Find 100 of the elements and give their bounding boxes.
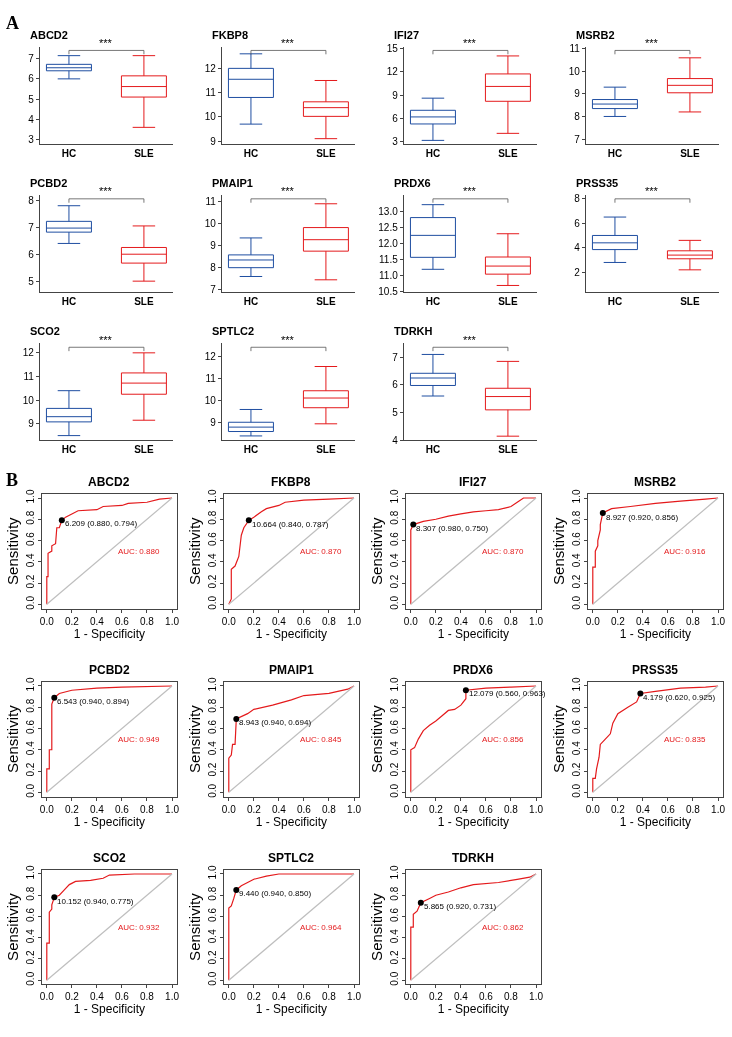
y-tick-label: 12.5: [378, 221, 399, 233]
y-tick-label: 9: [28, 418, 35, 430]
chart-title: PCBD2: [30, 177, 68, 189]
y-axis-title: Sensitivity: [550, 516, 568, 585]
x-tick-label: 0.8: [140, 803, 155, 815]
y-tick-label: 11: [205, 87, 217, 99]
annotation: 10.664 (0.840, 0.787): [252, 520, 329, 529]
x-tick-label: 0.2: [64, 991, 80, 1003]
y-tick-label: 4: [28, 113, 35, 125]
y-tick-label: 0.6: [24, 719, 36, 734]
annotation: 6.543 (0.940, 0.894): [57, 697, 130, 706]
y-axis-title: Sensitivity: [550, 704, 568, 773]
x-tick-label: 0.6: [478, 991, 494, 1003]
x-tick-label: 0.6: [114, 803, 130, 815]
x-tick-label: HC: [61, 295, 77, 307]
x-axis-title: 1 - Specificity: [619, 626, 692, 641]
chart-title: MSRB2: [576, 29, 615, 41]
y-tick-label: 6: [28, 73, 35, 85]
x-tick-label: SLE: [498, 147, 518, 159]
x-tick-label: HC: [425, 147, 441, 159]
y-tick-label: 8: [28, 194, 35, 206]
y-tick-label: 0.4: [388, 552, 400, 568]
chart-title: SPTLC2: [268, 851, 315, 865]
x-tick-label: 0.8: [504, 615, 519, 627]
y-tick-label: 0.2: [24, 574, 36, 589]
x-tick-label: 1.0: [347, 803, 362, 815]
y-tick-label: 11: [23, 370, 35, 382]
y-tick-label: 10: [204, 111, 217, 123]
y-tick-label: 0.4: [570, 552, 582, 568]
x-tick-label: HC: [607, 147, 623, 159]
x-tick-label: 0.2: [64, 615, 80, 627]
x-tick-label: 0.4: [271, 803, 287, 815]
y-tick-label: 7: [28, 53, 35, 65]
y-tick-label: 0.8: [24, 510, 36, 525]
x-tick-label: 0.4: [453, 615, 469, 627]
line-series: [592, 497, 719, 605]
annotation: 10.152 (0.940, 0.775): [57, 897, 134, 906]
line-series: [46, 497, 173, 605]
y-tick-label: 1.0: [206, 489, 218, 504]
annotation: 8.307 (0.980, 0.750): [416, 524, 489, 533]
x-tick-label: 0.4: [89, 615, 105, 627]
x-tick-label: SLE: [316, 147, 336, 159]
y-tick-label: 11: [569, 43, 581, 55]
y-tick-label: 9: [210, 135, 217, 147]
annotation: ***: [281, 185, 295, 197]
x-axis-title: 1 - Specificity: [255, 1002, 328, 1017]
y-tick-label: 0.0: [388, 783, 400, 798]
y-tick-label: 0.4: [206, 552, 218, 568]
annotation: ***: [281, 37, 295, 49]
y-tick-label: 12: [386, 66, 399, 78]
y-tick-label: 0.8: [570, 698, 582, 713]
x-tick-label: 1.0: [165, 615, 180, 627]
line-series: [46, 685, 173, 793]
x-tick-label: SLE: [316, 295, 336, 307]
x-tick-label: 1.0: [529, 991, 544, 1003]
x-tick-label: 0.2: [246, 615, 262, 627]
y-tick-label: 5: [28, 275, 35, 287]
x-tick-label: 1.0: [529, 803, 544, 815]
chart-title: SCO2: [30, 325, 60, 337]
x-tick-label: 0.6: [660, 803, 676, 815]
y-tick-label: 7: [210, 284, 217, 296]
x-tick-label: 0.6: [114, 991, 130, 1003]
chart-title: FKBP8: [271, 475, 311, 489]
x-tick-label: 0.0: [221, 615, 237, 627]
chart-title: SPTLC2: [212, 325, 255, 337]
y-tick-label: 0.2: [570, 762, 582, 777]
y-tick-label: 0.8: [388, 698, 400, 713]
x-tick-label: 0.8: [140, 615, 155, 627]
y-tick-label: 0.0: [570, 783, 582, 798]
annotation: AUC: 0.870: [300, 547, 342, 556]
x-tick-label: 0.4: [453, 991, 469, 1003]
x-tick-label: 0.4: [89, 991, 105, 1003]
line-series: [228, 873, 355, 981]
y-tick-label: 7: [28, 221, 35, 233]
y-tick-label: 0.6: [388, 719, 400, 734]
y-tick-label: 8: [210, 262, 217, 274]
chart-title: PCBD2: [89, 663, 130, 677]
y-tick-label: 0.0: [206, 595, 218, 610]
x-tick-label: 0.8: [686, 615, 701, 627]
annotation: AUC: 0.862: [482, 923, 524, 932]
x-tick-label: 0.0: [39, 991, 55, 1003]
chart-title: ABCD2: [30, 29, 68, 41]
x-tick-label: SLE: [680, 147, 700, 159]
y-tick-label: 13.0: [378, 205, 399, 217]
y-tick-label: 0.6: [206, 719, 218, 734]
chart-title: PRDX6: [394, 177, 431, 189]
y-tick-label: 5: [392, 407, 399, 419]
x-tick-label: 0.0: [403, 615, 419, 627]
x-tick-label: 0.0: [39, 803, 55, 815]
x-tick-label: 0.4: [271, 991, 287, 1003]
x-tick-label: 0.6: [296, 803, 312, 815]
x-axis-title: 1 - Specificity: [619, 814, 692, 829]
x-tick-label: 0.4: [635, 615, 651, 627]
x-tick-label: 0.2: [610, 803, 626, 815]
x-tick-label: 0.8: [686, 803, 701, 815]
annotation: 4.179 (0.620, 0.925): [643, 693, 716, 702]
y-tick-label: 0.4: [570, 740, 582, 756]
y-tick-label: 12: [22, 347, 35, 359]
y-tick-label: 8: [574, 193, 581, 205]
annotation: AUC: 0.916: [664, 547, 706, 556]
